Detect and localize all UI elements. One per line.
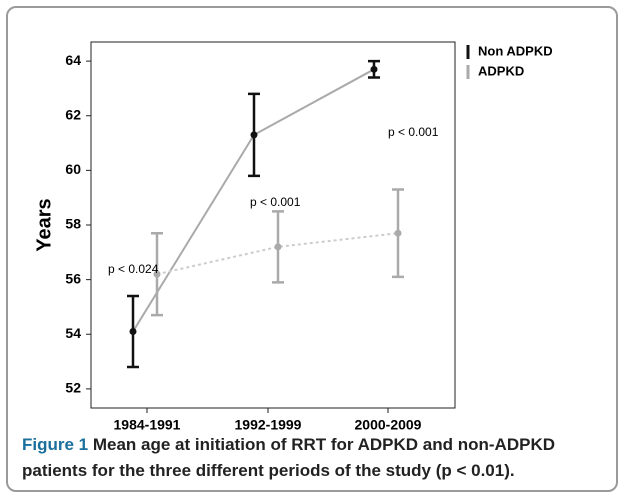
x-tick-label: 1984-1991 [114, 417, 181, 433]
caption-text: Mean age at initiation of RRT for ADPKD … [22, 435, 555, 480]
annotation: p < 0.001 [388, 125, 439, 139]
figure-frame [6, 6, 618, 492]
y-tick-label: 60 [65, 161, 81, 177]
plot-frame [90, 41, 456, 409]
y-axis-label: Years [33, 198, 55, 251]
caption: Figure 1 Mean age at initiation of RRT f… [22, 432, 622, 484]
legend-label: ADPKD [478, 63, 524, 78]
point [153, 270, 161, 278]
y-tick-label: 54 [65, 325, 81, 341]
x-tick-label: 1992-1999 [235, 417, 302, 433]
point [274, 243, 282, 251]
series-line [156, 232, 399, 276]
point [250, 131, 258, 139]
caption-label: Figure 1 [22, 435, 89, 454]
y-tick-label: 56 [65, 270, 81, 286]
annotation: p < 0.001 [250, 195, 301, 209]
legend-label: Non ADPKD [478, 43, 553, 58]
point [129, 328, 137, 336]
point [370, 65, 378, 73]
x-tick-label: 2000-2009 [355, 417, 422, 433]
y-tick-label: 52 [65, 380, 81, 396]
y-tick-label: 64 [65, 52, 81, 68]
y-tick-label: 58 [65, 216, 81, 232]
point [394, 229, 402, 237]
y-tick-label: 62 [65, 106, 81, 122]
annotation: p < 0.024 [108, 262, 159, 276]
